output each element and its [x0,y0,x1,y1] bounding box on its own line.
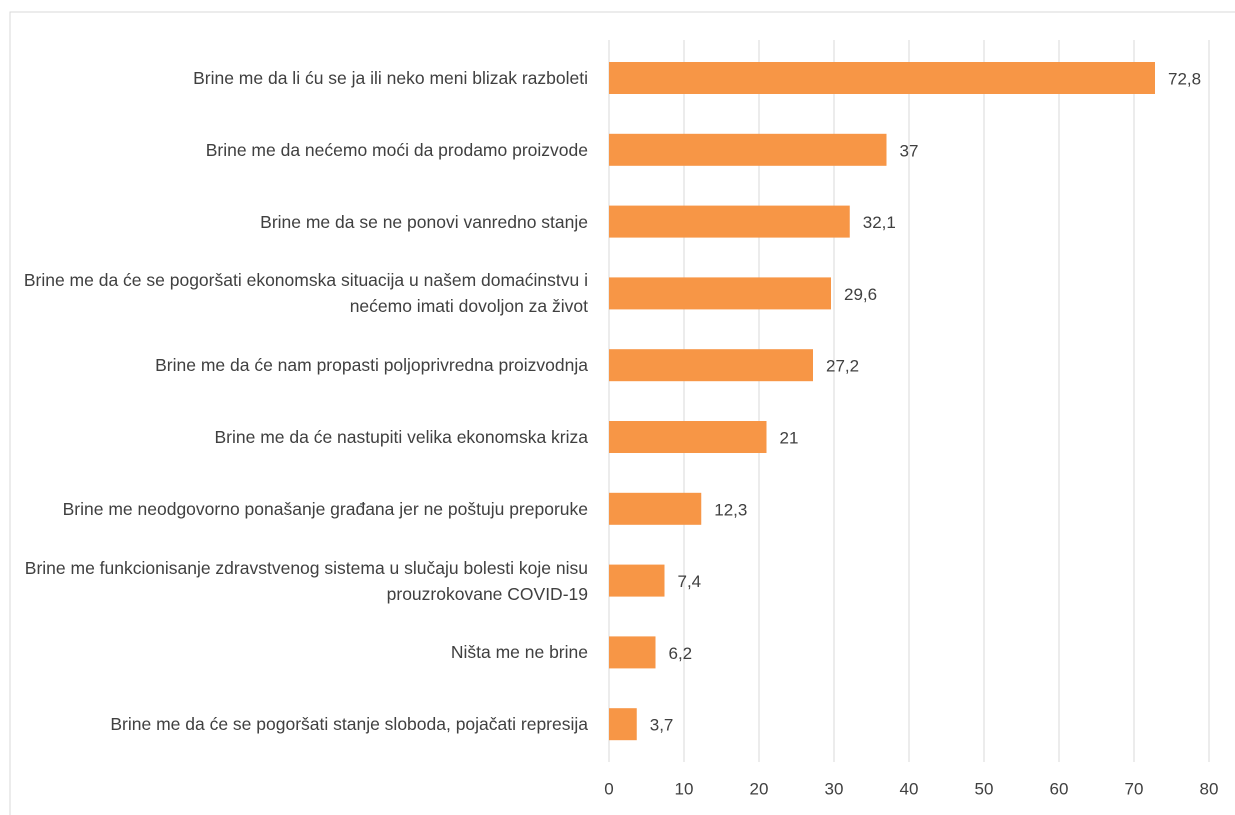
data-label: 12,3 [714,500,747,519]
bar [609,133,887,166]
data-label: 6,2 [669,644,693,663]
bar [609,708,637,741]
category-label: Brine me da će nastupiti velika ekonomsk… [214,427,588,447]
category-label: Brine me neodgovorno ponašanje građana j… [62,498,588,519]
data-label: 32,1 [863,213,896,232]
x-tick-label: 50 [975,779,994,798]
bar [609,492,702,525]
x-tick-label: 10 [675,779,694,798]
bar [609,636,656,669]
category-label: Ništa me ne brine [450,642,588,663]
data-label: 27,2 [826,357,859,376]
category-label: Brine me da li ću se ja ili neko meni bl… [193,68,588,88]
data-label: 7,4 [678,572,702,591]
x-tick-label: 80 [1200,779,1219,798]
bar [609,349,813,382]
x-tick-label: 40 [900,779,919,798]
bar [609,205,850,238]
data-label: 72,8 [1168,69,1201,88]
data-label: 3,7 [650,716,674,735]
category-label: Brine me da će nam propasti poljoprivred… [155,355,588,376]
category-label: Brine me da će se pogoršati ekonomska si… [23,270,588,317]
x-tick-label: 30 [825,779,844,798]
x-tick-label: 60 [1050,779,1069,798]
bar [609,62,1155,94]
data-label: 29,6 [844,285,877,304]
bar [609,421,767,453]
data-label: 21 [780,428,799,447]
bar [609,277,831,310]
chart-frame [9,11,1235,815]
category-label: Brine me da nećemo moći da prodamo proiz… [205,139,588,160]
data-label: 37 [900,141,919,160]
bar [609,564,665,597]
category-label: Brine me da će se pogoršati stanje slobo… [110,714,588,735]
x-tick-label: 20 [750,779,769,798]
category-label: Brine me funkcionisanje zdravstvenog sis… [24,557,588,604]
category-label: Brine me da se ne ponovi vanredno stanje [260,211,588,232]
x-tick-label: 0 [604,779,613,798]
x-tick-label: 70 [1125,779,1144,798]
